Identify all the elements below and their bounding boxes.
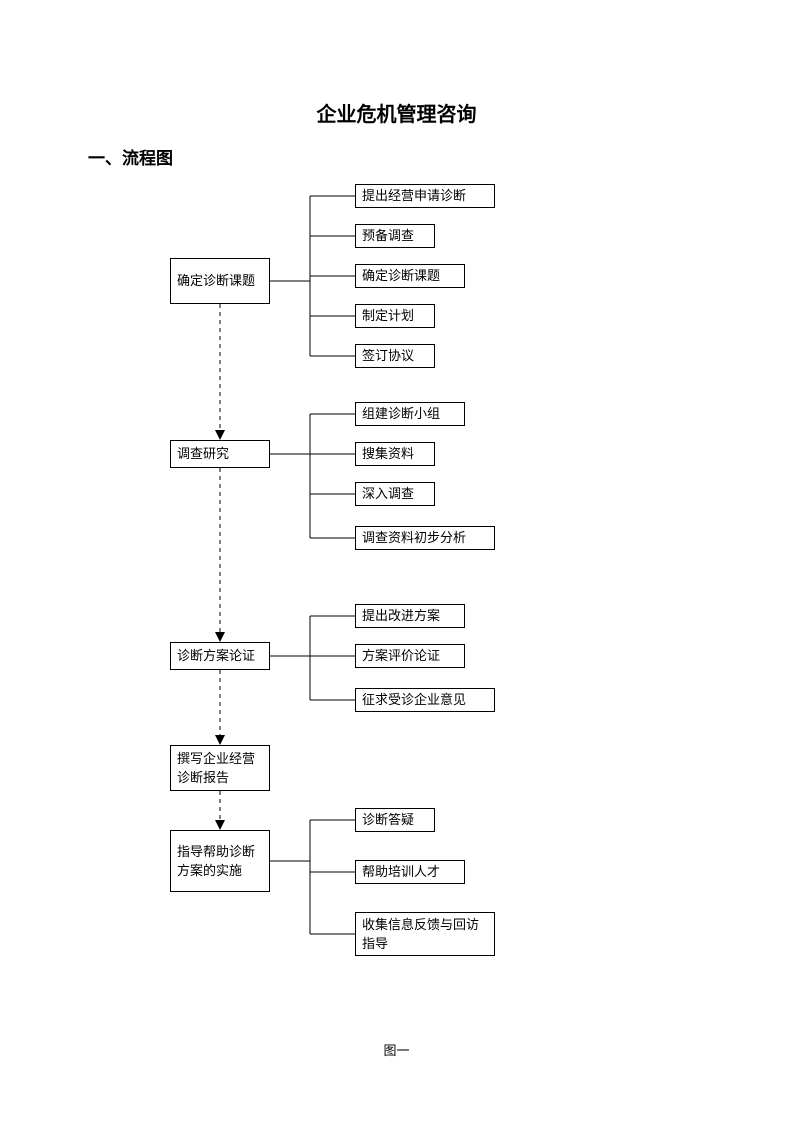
sub-node: 深入调查 xyxy=(355,482,435,506)
main-node: 撰写企业经营诊断报告 xyxy=(170,745,270,791)
sub-node: 调查资料初步分析 xyxy=(355,526,495,550)
sub-node: 搜集资料 xyxy=(355,442,435,466)
figure-caption: 图一 xyxy=(0,1040,793,1059)
sub-node: 帮助培训人才 xyxy=(355,860,465,884)
sub-node: 征求受诊企业意见 xyxy=(355,688,495,712)
sub-node: 制定计划 xyxy=(355,304,435,328)
main-node: 诊断方案论证 xyxy=(170,642,270,670)
sub-node: 确定诊断课题 xyxy=(355,264,465,288)
flowchart-diagram: 确定诊断课题调查研究诊断方案论证撰写企业经营诊断报告指导帮助诊断方案的实施 提出经… xyxy=(140,170,660,1020)
sub-node: 方案评价论证 xyxy=(355,644,465,668)
sub-node: 诊断答疑 xyxy=(355,808,435,832)
main-node: 调查研究 xyxy=(170,440,270,468)
sub-node: 预备调查 xyxy=(355,224,435,248)
main-node: 确定诊断课题 xyxy=(170,258,270,304)
sub-node: 提出改进方案 xyxy=(355,604,465,628)
main-node: 指导帮助诊断方案的实施 xyxy=(170,830,270,892)
page-title: 企业危机管理咨询 xyxy=(0,98,793,127)
sub-node: 组建诊断小组 xyxy=(355,402,465,426)
sub-node: 提出经营申请诊断 xyxy=(355,184,495,208)
sub-node: 签订协议 xyxy=(355,344,435,368)
sub-node: 收集信息反馈与回访指导 xyxy=(355,912,495,956)
section-heading: 一、流程图 xyxy=(88,144,173,169)
